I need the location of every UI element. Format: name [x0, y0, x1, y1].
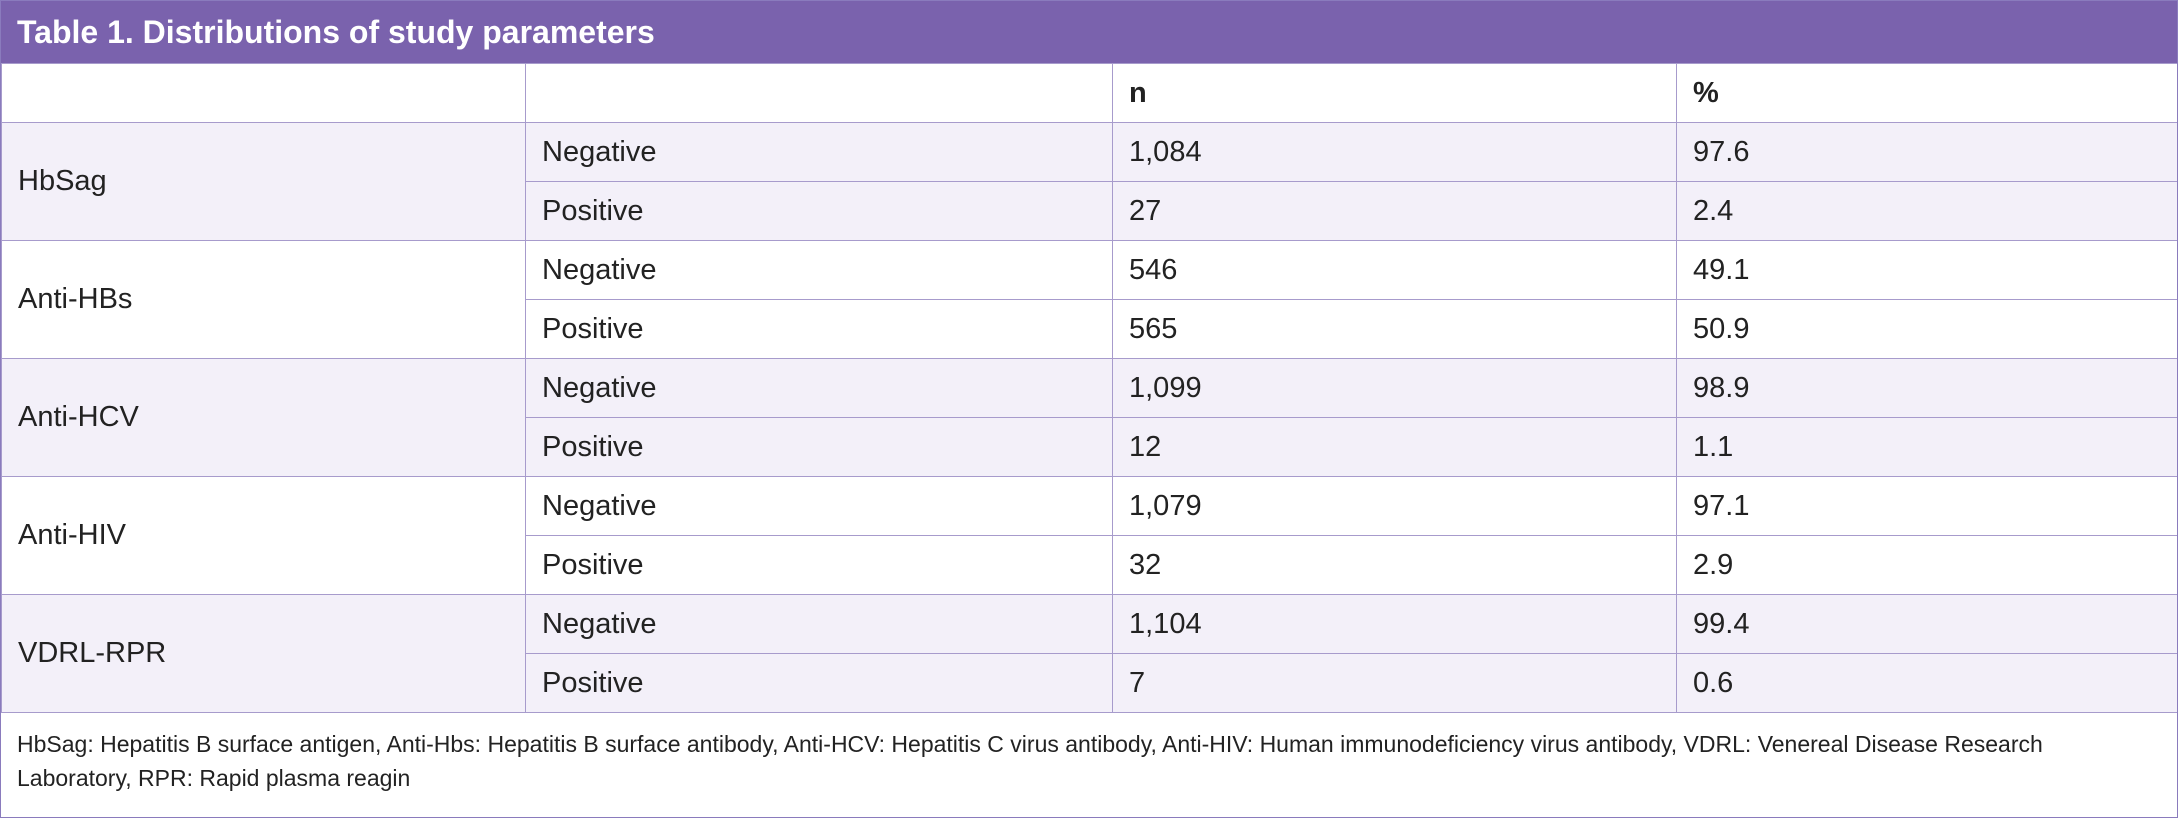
header-cell: n: [1112, 63, 1677, 123]
value-cell: 98.9: [1676, 358, 2177, 418]
data-row: VDRL-RPR Negative 1,104 99.4: [1, 594, 2177, 713]
data-row: Anti-HBs Negative 546 49.1: [1, 240, 2177, 359]
result-cell: Positive: [525, 417, 1113, 477]
header-cell: [525, 63, 1113, 123]
data-row: Positive 12 1.1: [2, 417, 2177, 477]
data-row: Anti-HCV Negative 1,099 98.9: [1, 358, 2177, 477]
data-row: Positive 27 2.4: [2, 181, 2177, 241]
value-cell: 546: [1112, 240, 1677, 300]
data-row: Anti-HIV Negative 1,079 97.1: [1, 476, 2177, 595]
group-label: Anti-HIV: [1, 476, 526, 595]
result-cell: Negative: [525, 240, 1113, 300]
data-row: HbSag Negative 1,084 97.6: [1, 122, 2177, 241]
data-table: n% HbSag Negative 1,084 97.6 Positive 27 2.4 Ant…: [1, 63, 2177, 713]
header-cell: [1, 63, 526, 123]
table-title: Table 1. Distributions of study paramete…: [1, 1, 2177, 63]
value-cell: 1,084: [1112, 122, 1677, 182]
value-cell: 1,104: [1112, 594, 1677, 654]
result-cell: Negative: [525, 594, 1113, 654]
header-row: n%: [1, 63, 2177, 123]
value-cell: 1,099: [1112, 358, 1677, 418]
group-label: HbSag: [1, 122, 526, 241]
result-cell: Negative: [525, 476, 1113, 536]
header-cell: %: [1676, 63, 2177, 123]
result-cell: Positive: [525, 181, 1113, 241]
value-cell: 1.1: [1676, 417, 2177, 477]
result-cell: Positive: [525, 299, 1113, 359]
data-row: Positive 7 0.6: [2, 653, 2177, 713]
group-label: VDRL-RPR: [1, 594, 526, 713]
value-cell: 565: [1112, 299, 1677, 359]
value-cell: 97.6: [1676, 122, 2177, 182]
group-label: Anti-HCV: [1, 358, 526, 477]
data-row: Positive 565 50.9: [2, 299, 2177, 359]
value-cell: 2.9: [1676, 535, 2177, 595]
result-cell: Positive: [525, 535, 1113, 595]
value-cell: 0.6: [1676, 653, 2177, 713]
result-cell: Negative: [525, 122, 1113, 182]
value-cell: 27: [1112, 181, 1677, 241]
value-cell: 50.9: [1676, 299, 2177, 359]
value-cell: 97.1: [1676, 476, 2177, 536]
result-cell: Negative: [525, 358, 1113, 418]
value-cell: 1,079: [1112, 476, 1677, 536]
value-cell: 2.4: [1676, 181, 2177, 241]
table-body: n% HbSag Negative 1,084 97.6 Positive 27 2.4 Ant…: [1, 63, 2177, 713]
footnote: HbSag: Hepatitis B surface antigen, Anti…: [17, 731, 2043, 791]
value-cell: 49.1: [1676, 240, 2177, 300]
value-cell: 32: [1112, 535, 1677, 595]
group-label: Anti-HBs: [1, 240, 526, 359]
result-cell: Positive: [525, 653, 1113, 713]
value-cell: 7: [1112, 653, 1677, 713]
value-cell: 12: [1112, 417, 1677, 477]
value-cell: 99.4: [1676, 594, 2177, 654]
data-row: Positive 32 2.9: [2, 535, 2177, 595]
